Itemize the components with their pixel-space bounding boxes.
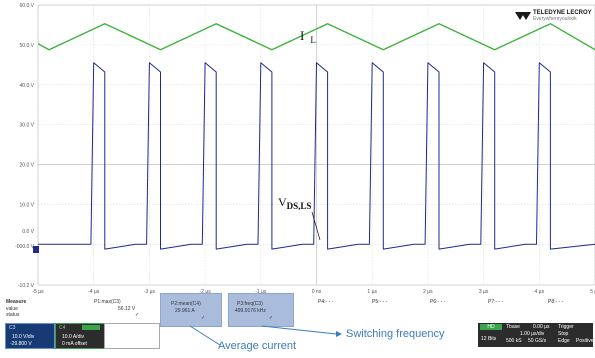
param-p2-status: ✓: [201, 315, 206, 321]
trigger-label: Trigger: [558, 324, 574, 330]
series-vds-ls: [38, 62, 595, 250]
param-p2-label: P2:mean(C4): [171, 301, 201, 307]
grid: [37, 4, 595, 286]
y-tick-label: 30.0 V: [20, 123, 35, 129]
x-tick-label: 0 ns: [312, 289, 322, 295]
channel-c4-scale: 10.0 A/div: [62, 334, 84, 340]
trigger-mode: Stop: [558, 331, 569, 337]
param-p1-label[interactable]: P1:max(C3): [94, 299, 121, 305]
y-tick-label: -000.0 V: [15, 244, 35, 250]
param-p2-value: 29.961 A: [175, 308, 195, 314]
param-p1-status: ✓: [135, 312, 140, 318]
callout-arrows: [189, 325, 342, 346]
y-tick-label: 20.0 V: [20, 163, 35, 169]
trigger-slope: Positive: [576, 338, 594, 344]
x-tick-label: 3 µs: [479, 289, 489, 295]
timebase-label: Tbase: [506, 324, 520, 330]
channel-c4-descriptor[interactable]: C4 10.0 A/div 0 mA offset: [55, 323, 105, 349]
plot-border: [37, 4, 595, 286]
x-tick-label: -2 µs: [199, 289, 211, 295]
param-p4-label[interactable]: P4:- - -: [318, 299, 334, 305]
param-p8-label[interactable]: P8:- - -: [548, 299, 564, 305]
channel-c3-scale: 10.0 V/div: [12, 334, 35, 340]
trigger-type: Edge: [558, 338, 570, 344]
sample-rate: 50 GS/s: [528, 338, 547, 344]
param-p3-value: 499.9176 kHz: [235, 308, 266, 314]
channel-c3-offset: -29.800 V: [10, 341, 32, 347]
channel-ground-marker[interactable]: [33, 246, 39, 253]
param-p5-label[interactable]: P5:- - -: [372, 299, 388, 305]
param-p6-label[interactable]: P6:- - -: [430, 299, 446, 305]
timebase-value: 0.00 µs: [533, 324, 550, 330]
time-per-div: 1.00 µs/div: [520, 331, 545, 337]
param-p2-box[interactable]: P2:mean(C4) 29.961 A ✓: [160, 293, 222, 327]
brand-tagline: Everywhereyoulook: [533, 16, 577, 22]
measure-row-value-label: value: [6, 306, 18, 312]
teledyne-lecroy-logo: TELEDYNE LECROY Everywhereyoulook: [515, 10, 592, 22]
lecroy-logo-icon: [515, 12, 531, 20]
y-tick-label: 0.0 V: [22, 229, 34, 235]
y-tick-label: 60.0 V: [20, 3, 35, 9]
param-p1-value: 56.12 V: [118, 306, 136, 312]
waveforms: [37, 23, 595, 250]
annotation-vds-ls: VDS,LS: [278, 195, 311, 211]
average-current-arrow: [189, 325, 221, 346]
annotations: I L VDS,LS: [278, 28, 321, 241]
oscilloscope-display: 60.0 V 50.0 V 40.0 V 30.0 V 20.0 V 10.0 V 0.0 …: [15, 3, 595, 295]
sample-count: 500 kS: [506, 338, 522, 344]
empty-channel-slot[interactable]: [104, 323, 160, 349]
x-axis-ticks: -5 µs -4 µs -3 µs -2 µs -1 µs 0 ns 1 µs 2 µs 3 µ…: [32, 289, 595, 295]
y-tick-label: 10.0 V: [20, 202, 35, 208]
channel-c4-offset: 0 mA offset: [62, 341, 87, 347]
average-current-callout: Average current: [218, 340, 297, 352]
x-tick-label: -3 µs: [144, 289, 156, 295]
x-tick-label: -5 µs: [32, 289, 44, 295]
measure-row-status-label: status: [6, 312, 20, 318]
y-tick-label: -10.2 V: [18, 283, 35, 289]
x-tick-label: 2 µs: [423, 289, 433, 295]
param-p7-label[interactable]: P7:- - -: [488, 299, 504, 305]
x-tick-label: 1 µs: [367, 289, 377, 295]
y-axis-ticks: 60.0 V 50.0 V 40.0 V 30.0 V 20.0 V 10.0 V 0.0 …: [15, 3, 35, 289]
channel-c3-descriptor[interactable]: C3 10.0 V/div -29.800 V: [5, 323, 55, 349]
x-tick-label: -4 µs: [88, 289, 100, 295]
measure-header: Measure: [6, 299, 27, 305]
switching-frequency-arrow: [261, 325, 337, 335]
param-p3-label: P3:freq(C3): [237, 301, 263, 307]
param-p3-status: ✓: [269, 315, 274, 321]
hd-badge: HD: [480, 324, 502, 330]
param-p3-box[interactable]: P3:freq(C3) 499.9176 kHz ✓: [228, 293, 294, 327]
y-tick-label: 50.0 V: [20, 43, 35, 49]
measurement-panel: Measure value status P1:max(C3) 56.12 V …: [0, 293, 595, 358]
x-tick-label: -1 µs: [255, 289, 267, 295]
annotation-vds-ls-leader: [311, 211, 321, 241]
channel-c4-label: C4: [59, 325, 66, 331]
x-tick-label: 4 µs: [535, 289, 545, 295]
channel-c3-label: C3: [9, 325, 16, 331]
switching-frequency-arrowhead: [336, 331, 342, 337]
brand-name: TELEDYNE LECROY: [533, 10, 592, 16]
timebase-trigger-panel[interactable]: HD 12 Bits Tbase 0.00 µs 1.00 µs/div 500…: [478, 323, 594, 347]
y-tick-label: 40.0 V: [20, 83, 35, 89]
resolution-bits: 12 Bits: [481, 336, 497, 342]
channel-c4-color-swatch: [82, 325, 100, 330]
series-inductor-current: [37, 23, 595, 51]
x-tick-label: 5 µs: [590, 289, 595, 295]
switching-frequency-callout: Switching frequency: [346, 328, 445, 340]
